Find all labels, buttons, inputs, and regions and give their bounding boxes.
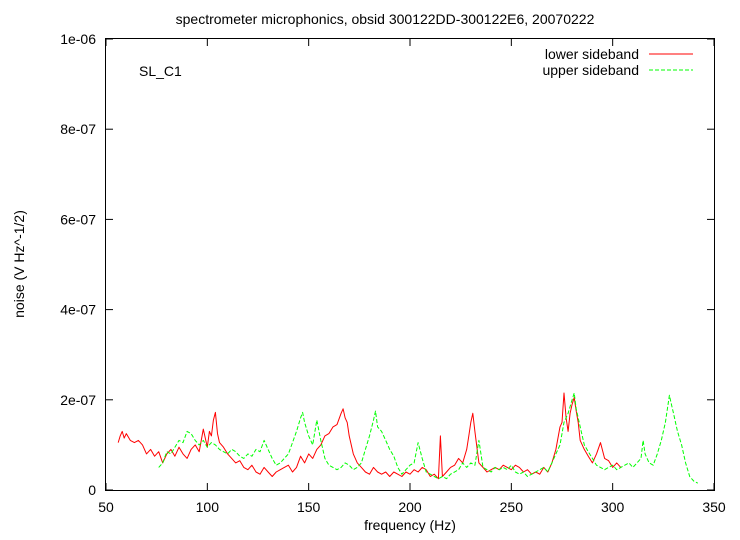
y-tick-label: 1e-06 [60,31,96,47]
axis-ticks: 50 100 150 200 250 300 350 0 2e-07 4e-07 6e-07 8e-0… [60,31,726,515]
y-tick-label: 8e-07 [60,121,96,137]
chart-title: spectrometer microphonics, obsid 300122D… [176,11,595,27]
y-tick-label: 6e-07 [60,211,96,227]
y-tick-label: 4e-07 [60,302,96,318]
y-tick-label: 0 [88,482,96,498]
y-axis-label: noise (V Hz^-1/2) [11,210,27,318]
legend-label: upper sideband [542,62,639,78]
legend-label: lower sideband [545,46,639,62]
panel-annotation: SL_C1 [139,63,182,79]
x-axis-label: frequency (Hz) [364,517,456,533]
series-line-upper-sideband [158,392,699,484]
x-tick-label: 100 [196,499,220,515]
x-tick-label: 150 [297,499,321,515]
series-lines [117,392,699,484]
x-tick-label: 300 [601,499,625,515]
x-tick-label: 250 [500,499,524,515]
x-tick-label: 350 [702,499,726,515]
y-tick-label: 2e-07 [60,392,96,408]
x-tick-label: 200 [398,499,422,515]
plot-frame [105,38,715,491]
x-tick-label: 50 [98,499,114,515]
